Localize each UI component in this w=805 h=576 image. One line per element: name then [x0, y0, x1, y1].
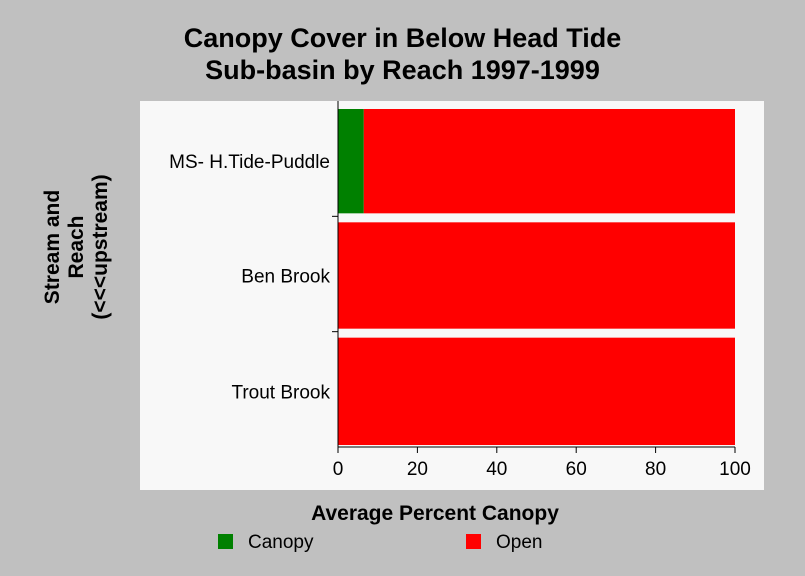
category-label-1: Ben Brook	[241, 267, 330, 288]
x-tick-label-1: 20	[407, 459, 428, 480]
category-label-2: Trout Brook	[231, 382, 330, 403]
chart-title-line-2: Sub-basin by Reach 1997-1999	[205, 55, 600, 85]
x-tick-label-0: 0	[333, 459, 344, 480]
legend-swatch-open	[466, 534, 481, 549]
bar-open-2	[338, 337, 735, 445]
legend-label-open: Open	[496, 532, 543, 553]
x-tick-label-5: 100	[719, 459, 751, 480]
bar-open-1	[338, 222, 735, 329]
bar-canopy-0	[338, 109, 364, 214]
legend-label-canopy: Canopy	[248, 532, 314, 553]
legend-swatch-canopy	[218, 534, 233, 549]
category-label-0: MS- H.Tide-Puddle	[169, 152, 330, 173]
x-tick-label-3: 60	[566, 459, 587, 480]
x-tick-label-4: 80	[645, 459, 666, 480]
chart-title: Canopy Cover in Below Head Tide Sub-basi…	[0, 22, 805, 86]
bar-open-0	[363, 109, 735, 214]
chart-title-line-1: Canopy Cover in Below Head Tide	[183, 23, 622, 53]
x-tick-label-2: 40	[486, 459, 507, 480]
x-axis-label: Average Percent Canopy	[311, 502, 559, 525]
